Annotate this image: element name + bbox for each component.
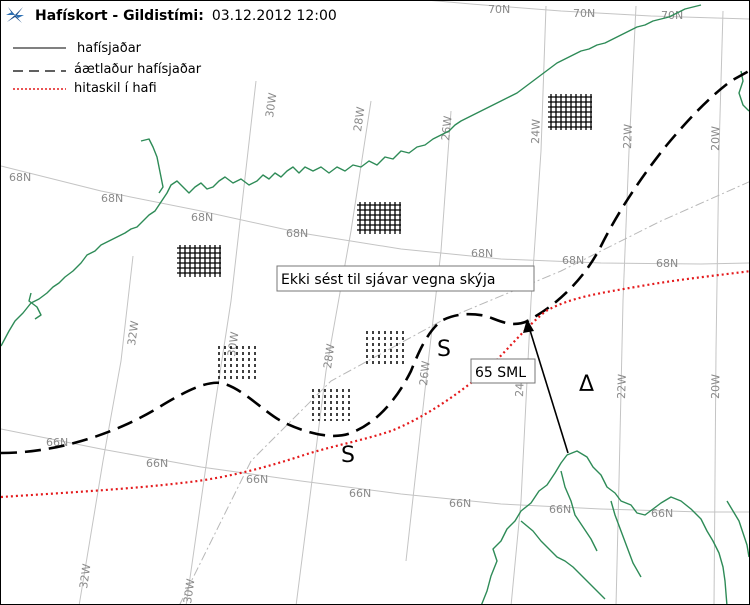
lon-label-20w: 20W bbox=[709, 126, 722, 151]
legend-label-estimated-ice-edge: áætlaður hafísjaðar bbox=[74, 62, 202, 77]
ice-symbol-s: S bbox=[341, 443, 355, 468]
lon-label-30w: 30W bbox=[225, 331, 241, 358]
lat-line-66n bbox=[1, 428, 749, 513]
lat-line-68n bbox=[1, 165, 749, 265]
distance-label: 65 SML bbox=[470, 358, 536, 384]
coastline-iceland-fjords bbox=[520, 520, 606, 600]
lat-label-68n: 68N bbox=[191, 211, 213, 224]
lon-label-28w: 28W bbox=[351, 106, 367, 133]
cloud-annotation: Ekki sést til sjávar vegna skýja bbox=[276, 265, 535, 292]
distance-label-text: 65 SML bbox=[475, 365, 526, 381]
triangle-symbol: Δ bbox=[579, 372, 594, 397]
lon-label-32w: 32W bbox=[77, 563, 93, 590]
lon-line-24w bbox=[510, 5, 547, 604]
distance-arrow bbox=[523, 319, 569, 454]
lat-label-70n: 70N bbox=[488, 3, 510, 16]
lat-label-66n: 66N bbox=[246, 473, 268, 486]
lat-label-66n: 66N bbox=[146, 457, 168, 470]
ice-hatch-area bbox=[357, 202, 401, 234]
valid-time: 03.12.2012 12:00 bbox=[212, 8, 337, 24]
lat-label-68n: 68N bbox=[101, 192, 123, 205]
coastline-iceland-fjords bbox=[610, 500, 642, 578]
legend: hafísjaðar áætlaður hafísjaðar hitaskil … bbox=[13, 41, 202, 96]
ocean-temperature-front bbox=[1, 270, 749, 499]
lat-label-68n: 68N bbox=[286, 227, 308, 240]
coastline-greenland-inlet bbox=[140, 138, 164, 194]
lat-label-70n: 70N bbox=[573, 7, 595, 20]
coastline-greenland bbox=[1, 4, 702, 347]
lon-line-30w bbox=[185, 80, 257, 604]
legend-label-ocean-front: hitaskil í hafi bbox=[74, 81, 157, 96]
lat-label-66n: 66N bbox=[651, 507, 673, 520]
lon-line-26w bbox=[405, 110, 452, 562]
coastline-greenland-inlet bbox=[738, 70, 749, 112]
lon-label-26w: 26W bbox=[417, 360, 433, 386]
lat-line-70n bbox=[431, 1, 749, 20]
lat-label-68n: 68N bbox=[9, 171, 31, 184]
coastline-iceland bbox=[481, 450, 728, 604]
lon-label-22w: 22W bbox=[621, 124, 635, 149]
lon-line-32w bbox=[78, 255, 134, 604]
lon-label-20w: 20W bbox=[709, 374, 722, 399]
coastline-iceland-fjords bbox=[560, 470, 598, 552]
estimated-ice-edge bbox=[1, 69, 749, 455]
cloud-annotation-text: Ekki sést til sjávar vegna skýja bbox=[281, 272, 495, 288]
coastline-iceland-east bbox=[726, 500, 749, 558]
imo-logo-icon bbox=[6, 7, 24, 23]
coastline-greenland-inlet bbox=[28, 292, 42, 320]
graticule-labels: 70N 70N 70N 68N 68N 68N 68N 68N 68N 68N … bbox=[9, 3, 722, 604]
lat-label-66n: 66N bbox=[349, 487, 371, 500]
ice-dotted-area bbox=[366, 331, 404, 366]
lat-label-66n: 66N bbox=[449, 497, 471, 510]
lon-label-28w: 28W bbox=[321, 343, 337, 370]
lat-label-68n: 68N bbox=[562, 254, 584, 267]
ice-hatch-area bbox=[177, 245, 221, 277]
lat-label-68n: 68N bbox=[471, 247, 493, 260]
coastlines bbox=[1, 4, 749, 604]
legend-label-ice-edge: hafísjaðar bbox=[77, 41, 142, 56]
map-title: Hafískort - Gildistími: 03.12.2012 12:00 bbox=[35, 7, 337, 24]
lon-label-22w: 22W bbox=[615, 374, 629, 399]
lon-label-32w: 32W bbox=[125, 320, 141, 347]
lon-label-24w: 24W bbox=[529, 119, 543, 144]
lon-line-28w bbox=[295, 100, 372, 604]
lon-label-30w: 30W bbox=[181, 578, 197, 604]
lat-label-68n: 68N bbox=[656, 257, 678, 270]
lon-label-30w: 30W bbox=[263, 92, 279, 119]
title-prefix: Hafískort - Gildistími: bbox=[35, 8, 204, 24]
ice-hatch-area bbox=[548, 94, 592, 130]
header: Hafískort - Gildistími: 03.12.2012 12:00 bbox=[6, 7, 337, 24]
lon-line-20w bbox=[713, 10, 724, 604]
ice-symbol-s: S bbox=[437, 337, 451, 362]
lon-line-22w bbox=[615, 5, 637, 604]
lat-label-66n: 66N bbox=[549, 503, 571, 516]
boundary-line bbox=[179, 181, 749, 604]
